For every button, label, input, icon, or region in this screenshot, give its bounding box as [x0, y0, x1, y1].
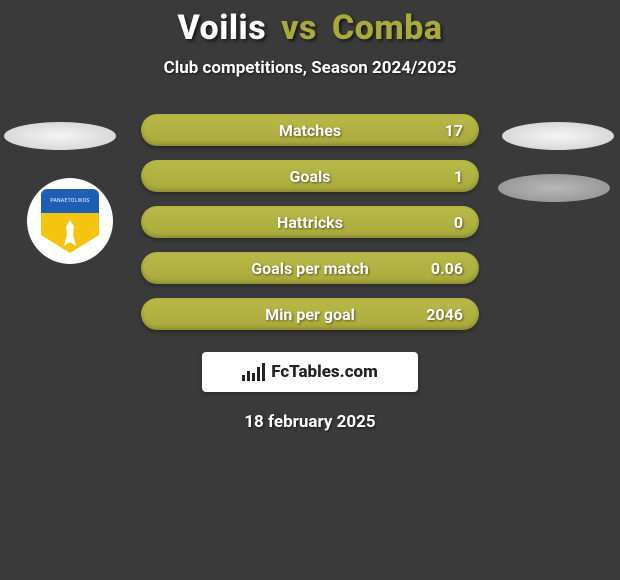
team-logo: PANAETOLIKOS: [27, 178, 113, 264]
stat-row-hattricks: Hattricks 0: [141, 206, 479, 238]
shield-icon: PANAETOLIKOS: [41, 189, 99, 253]
stat-value: 0: [454, 213, 463, 232]
stat-label: Min per goal: [265, 305, 355, 324]
decor-ellipse-right-2: [498, 174, 610, 202]
page-title: Voilis vs Comba: [0, 0, 620, 48]
date-text: 18 february 2025: [0, 412, 620, 432]
player1-name: Voilis: [177, 8, 266, 48]
stat-value: 2046: [426, 305, 463, 324]
shield-figure-icon: [60, 220, 80, 246]
shield-top: PANAETOLIKOS: [41, 189, 99, 213]
brand-link[interactable]: FcTables.com: [202, 352, 418, 392]
stat-label: Hattricks: [277, 213, 343, 232]
player2-name: Comba: [332, 8, 443, 48]
stat-row-matches: Matches 17: [141, 114, 479, 146]
stat-row-goals: Goals 1: [141, 160, 479, 192]
subtitle: Club competitions, Season 2024/2025: [0, 58, 620, 78]
decor-ellipse-right-1: [502, 122, 614, 150]
stat-value: 0.06: [431, 259, 463, 278]
decor-ellipse-left: [4, 122, 116, 150]
brand-text: FcTables.com: [271, 362, 378, 382]
stat-label: Matches: [279, 121, 341, 140]
stat-value: 17: [445, 121, 463, 140]
stat-value: 1: [454, 167, 463, 186]
bar-chart-icon: [242, 363, 265, 381]
stat-label: Goals per match: [251, 259, 369, 278]
stat-row-min-per-goal: Min per goal 2046: [141, 298, 479, 330]
shield-body: [41, 213, 99, 253]
stat-label: Goals: [290, 167, 331, 186]
stat-row-goals-per-match: Goals per match 0.06: [141, 252, 479, 284]
vs-word: vs: [281, 8, 317, 48]
